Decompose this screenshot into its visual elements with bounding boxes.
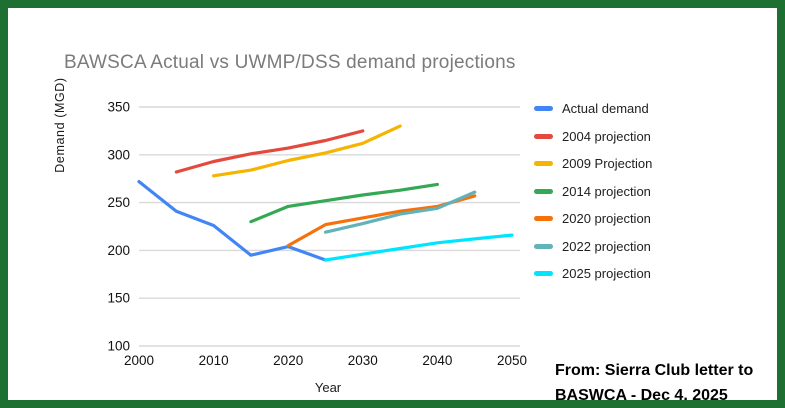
x-tick-label: 2020: [273, 353, 303, 368]
x-tick-label: 2040: [422, 353, 452, 368]
series-line-2009-projection: [212, 124, 402, 178]
legend-label: 2020 projection: [562, 211, 651, 226]
legend-swatch-icon: [534, 216, 553, 221]
chart-title: BAWSCA Actual vs UWMP/DSS demand project…: [64, 52, 516, 73]
legend-label: 2022 projection: [562, 238, 651, 254]
legend-item-2009-projection: 2009 Projection: [534, 155, 652, 172]
legend-item-2022-projection: 2022 projection: [534, 238, 652, 255]
y-tick-label: 200: [107, 243, 130, 258]
legend-item-2025-projection: 2025 projection: [534, 265, 652, 282]
legend-swatch-icon: [534, 106, 553, 111]
chart-legend: Actual demand 2004 projection 2009 Project…: [534, 100, 652, 282]
legend-item-2020-projection: 2020 projection: [534, 210, 652, 227]
attribution-line-1: From: Sierra Club letter to: [555, 362, 754, 379]
legend-swatch-icon: [534, 243, 553, 249]
y-tick-label: 100: [107, 339, 130, 354]
legend-label: 2014 projection: [562, 183, 651, 199]
legend-label: 2025 projection: [562, 266, 651, 281]
x-axis-title: Year: [314, 380, 342, 395]
y-axis-title: Demand (MGD): [53, 77, 67, 173]
legend-swatch-icon: [534, 161, 553, 166]
series-line-2004-projection: [174, 129, 365, 174]
series-line-actual-demand: [137, 179, 328, 262]
series-line-2025-projection: [323, 233, 514, 262]
y-tick-label: 350: [107, 100, 130, 115]
legend-swatch-icon: [534, 188, 553, 194]
legend-item-2004-projection: 2004 projection: [534, 128, 652, 145]
y-tick-label: 150: [107, 291, 130, 306]
attribution-note: From: Sierra Club letter to BASWCA - Dec…: [555, 358, 777, 404]
x-tick-label: 2030: [348, 353, 378, 368]
x-tick-label: 2050: [497, 353, 527, 368]
legend-label: Actual demand: [562, 101, 649, 116]
series-line-2022-projection: [323, 190, 477, 234]
line-chart: 100 150 200 250 300 350 2000 2010 2020 2030 2040 20…: [107, 100, 527, 369]
legend-label: 2004 projection: [562, 128, 651, 144]
x-tick-label: 2000: [124, 353, 154, 368]
legend-item-actual-demand: Actual demand: [534, 100, 652, 117]
x-tick-label: 2010: [199, 353, 229, 368]
legend-swatch-icon: [534, 271, 553, 276]
legend-swatch-icon: [534, 133, 553, 139]
y-tick-label: 300: [107, 147, 130, 162]
attribution-line-2: BASWCA - Dec 4, 2025: [555, 387, 728, 404]
plot-area: 100 150 200 250 300 350 2000 2010 2020 2030 2040 20…: [68, 93, 544, 393]
legend-item-2014-projection: 2014 projection: [534, 183, 652, 200]
series-line-2014-projection: [249, 182, 439, 224]
y-tick-label: 250: [107, 195, 130, 210]
legend-label: 2009 Projection: [562, 156, 653, 171]
